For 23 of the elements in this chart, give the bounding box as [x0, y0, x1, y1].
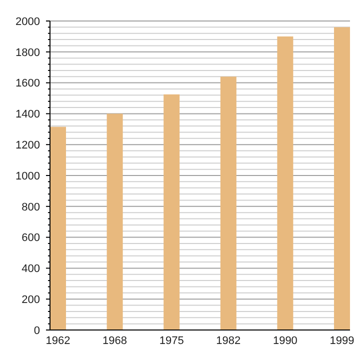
x-tick-label: 1962: [46, 335, 70, 347]
x-tick-label: 1982: [216, 335, 241, 347]
bar: [164, 94, 180, 330]
y-tick-label: 2000: [16, 16, 40, 28]
x-tick-label: 1990: [272, 335, 298, 347]
y-tick-label: 200: [22, 294, 40, 306]
y-tick-label: 1600: [16, 78, 40, 90]
y-tick-label: 1000: [16, 170, 40, 182]
x-tick-label: 1999: [330, 335, 354, 347]
y-tick-label: 1200: [16, 139, 40, 152]
y-tick-label: 0: [34, 324, 40, 337]
y-tick-label: 800: [22, 201, 40, 214]
y-tick-label: 600: [22, 232, 40, 244]
x-tick-label: 1975: [159, 335, 184, 347]
bar: [334, 27, 350, 330]
y-tick-label: 1400: [16, 108, 40, 121]
bar: [220, 76, 236, 330]
y-tick-label: 1800: [16, 46, 40, 59]
y-tick-label: 400: [22, 263, 40, 276]
bar: [106, 114, 123, 330]
x-tick-label: 1968: [102, 335, 128, 347]
bar: [50, 126, 66, 330]
bar: [277, 36, 294, 330]
